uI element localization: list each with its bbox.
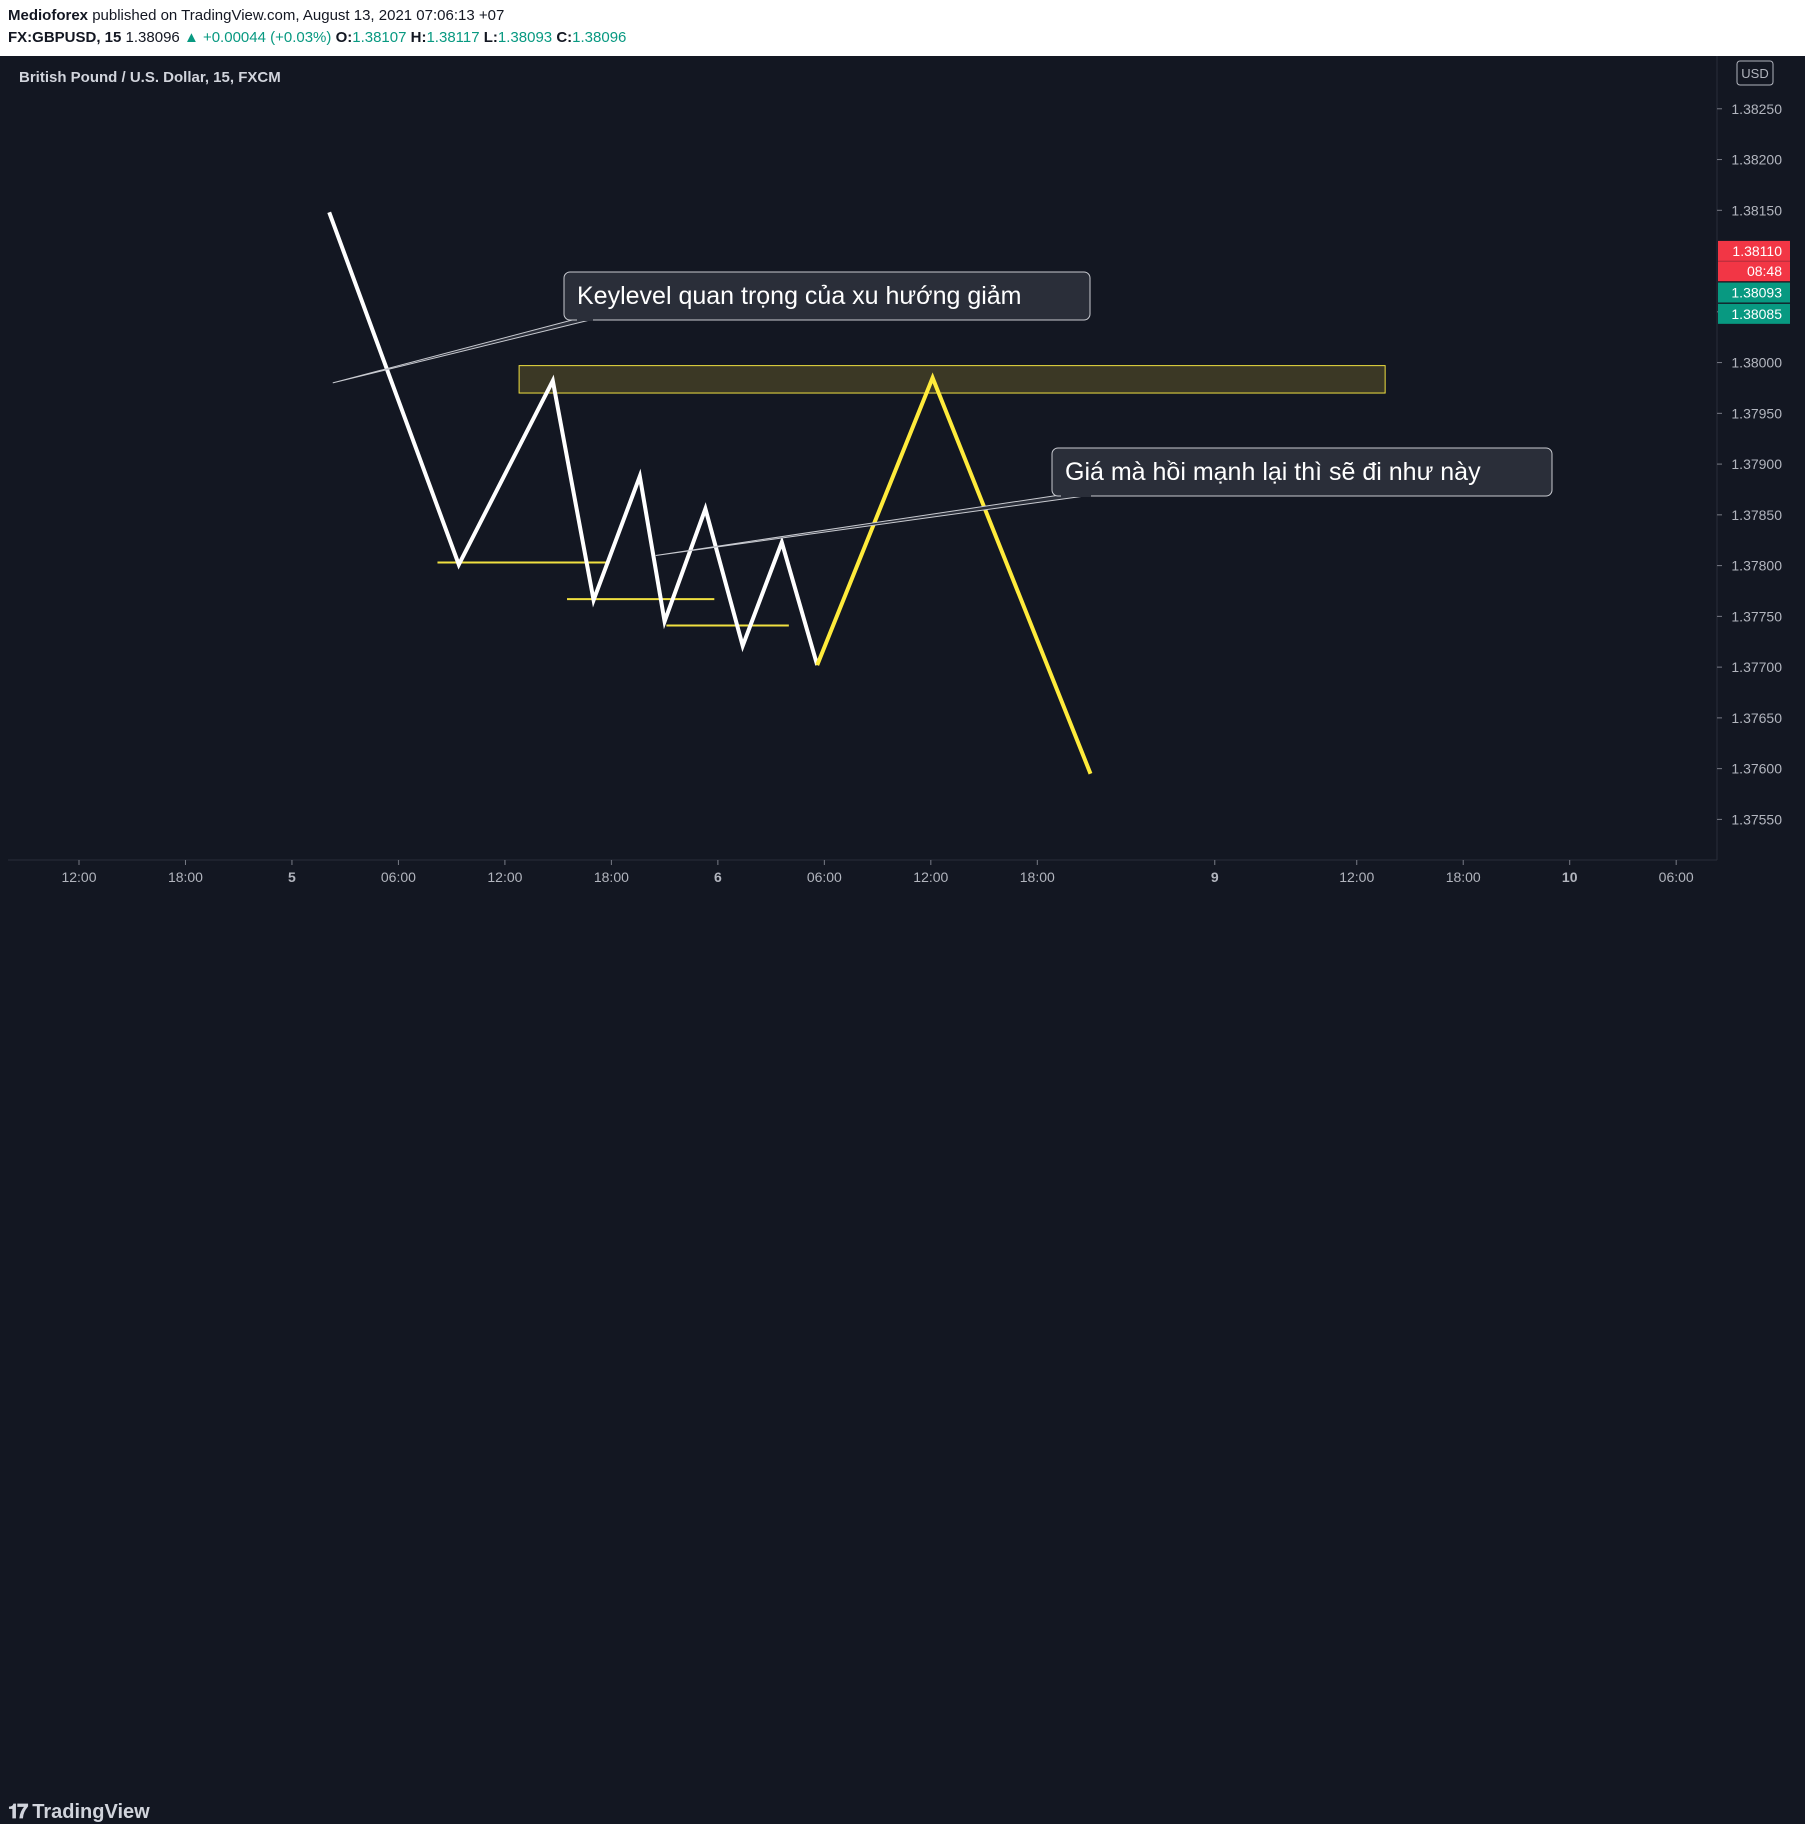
x-tick-label: 12:00 [913,869,948,885]
y-tick-label: 1.37600 [1731,761,1782,777]
symbol-ohlc-line: FX:GBPUSD, 15 1.38096 ▲ +0.00044 (+0.03%… [8,29,626,46]
currency-label: USD [1741,66,1768,81]
projection-path-line[interactable] [815,372,1093,775]
callout-pointer [655,494,1093,556]
callout-text: Keylevel quan trọng của xu hướng giảm [577,282,1022,310]
y-tick-label: 1.38200 [1731,152,1782,168]
y-tick-label: 1.38000 [1731,355,1782,371]
x-tick-label: 06:00 [1659,869,1694,885]
x-tick-label: 10 [1562,869,1578,885]
tradingview-logo[interactable]: 𝟏𝟕 TradingView [8,1801,150,1824]
high-value: 1.38117 [426,29,480,46]
x-tick-label: 5 [288,869,296,885]
y-tick-label: 1.37850 [1731,507,1782,523]
price-badge-label: 1.38085 [1731,306,1782,322]
y-tick-label: 1.37950 [1731,405,1782,421]
callout-box [1051,447,1553,497]
y-tick-label: 1.37750 [1731,608,1782,624]
key-level-zone[interactable] [518,365,1386,394]
x-tick-label: 6 [714,869,722,885]
y-tick-label: 1.38150 [1731,202,1782,218]
price-badge-bg [1718,240,1790,261]
y-tick-label: 1.37900 [1731,456,1782,472]
price-badge-label: 08:48 [1747,263,1782,279]
close-label: C: [556,29,573,46]
x-tick-label: 18:00 [594,869,629,885]
low-label: L: [483,29,498,46]
callout-1[interactable]: Keylevel quan trọng của xu hướng giảm [332,271,1091,384]
price-badge-bg [1718,261,1790,282]
y-tick-label: 1.38250 [1731,101,1782,117]
x-tick-label: 18:00 [168,869,203,885]
published-text: published on TradingView.com, August 13,… [92,7,505,24]
callout-joint [1061,493,1091,497]
x-tick-label: 18:00 [1446,869,1481,885]
low-value: 1.38093 [497,29,553,46]
author-name[interactable]: Medioforex [8,7,89,24]
callout-text: Giá mà hồi mạnh lại thì sẽ đi như này [1065,458,1481,486]
price-badge-label: 1.38093 [1731,285,1782,301]
close-value: 1.38096 [572,29,627,46]
open-label: O: [335,29,353,46]
tradingview-logo-icon: 𝟏𝟕 [8,1801,28,1823]
x-tick-label: 12:00 [61,869,96,885]
price-badge-label: 1.38110 [1732,243,1782,259]
x-tick-label: 9 [1211,869,1219,885]
price-badge-bg [1718,303,1790,324]
last-price: 1.38096 [125,29,180,46]
publish-header: Medioforex published on TradingView.com,… [0,0,1805,56]
x-tick-label: 18:00 [1020,869,1055,885]
x-tick-label: 06:00 [381,869,416,885]
x-tick-label: 06:00 [807,869,842,885]
price-badge-bg [1718,282,1790,303]
price-change: ▲ +0.00044 (+0.03%) [183,29,332,46]
publish-info: Medioforex published on TradingView.com,… [8,7,504,24]
price-badge: 08:48 [1718,261,1790,282]
price-badge: 1.38093 [1718,282,1790,303]
price-badge: 1.38110 [1718,240,1790,261]
x-tick-label: 12:00 [1339,869,1374,885]
footer-bar: 𝟏𝟕 TradingView [0,896,1805,1823]
symbol-name[interactable]: FX:GBPUSD, 15 [8,29,122,46]
currency-badge[interactable] [1736,60,1774,86]
price-chart[interactable]: British Pound / U.S. Dollar, 15, FXCM US… [0,0,1805,942]
callout-2[interactable]: Giá mà hồi mạnh lại thì sẽ đi như này [655,447,1553,556]
chart-title: British Pound / U.S. Dollar, 15, FXCM [19,69,281,86]
brand-name: TradingView [32,1801,150,1823]
callout-box [563,271,1091,321]
y-tick-label: 1.37800 [1731,558,1782,574]
y-tick-label: 1.37700 [1731,659,1782,675]
x-tick-label: 12:00 [487,869,522,885]
callout-joint [577,317,593,321]
open-value: 1.38107 [352,29,407,46]
y-tick-label: 1.37650 [1731,710,1782,726]
price-path-line[interactable] [327,211,820,666]
y-tick-label: 1.37550 [1731,811,1782,827]
price-badge: 1.38085 [1718,303,1790,324]
high-label: H: [410,29,427,46]
